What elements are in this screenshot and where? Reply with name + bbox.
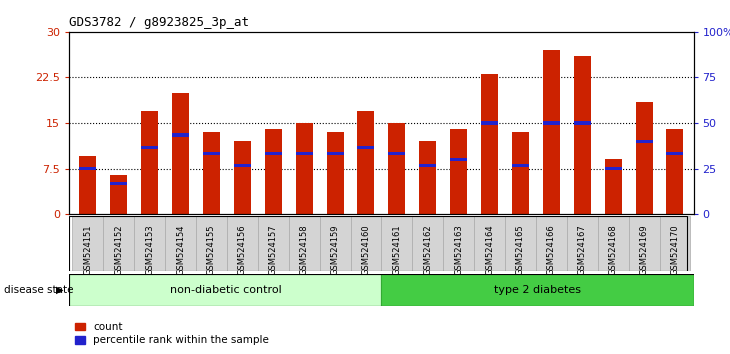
Bar bbox=[505, 216, 536, 271]
Bar bbox=[543, 121, 560, 125]
Bar bbox=[320, 216, 350, 271]
Bar bbox=[326, 132, 344, 214]
Text: GSM524167: GSM524167 bbox=[577, 224, 587, 275]
Bar bbox=[450, 158, 467, 161]
Bar bbox=[80, 167, 96, 170]
Text: GSM524152: GSM524152 bbox=[115, 224, 123, 275]
Bar bbox=[598, 216, 629, 271]
Bar bbox=[141, 111, 158, 214]
Bar bbox=[234, 141, 251, 214]
Bar bbox=[203, 132, 220, 214]
Bar bbox=[512, 132, 529, 214]
Text: GSM524154: GSM524154 bbox=[176, 224, 185, 275]
Text: non-diabetic control: non-diabetic control bbox=[169, 285, 281, 295]
Bar bbox=[419, 164, 437, 167]
Bar bbox=[265, 129, 282, 214]
Bar bbox=[481, 121, 498, 125]
Bar bbox=[165, 216, 196, 271]
Text: GSM524168: GSM524168 bbox=[609, 224, 618, 275]
Legend: count, percentile rank within the sample: count, percentile rank within the sample bbox=[74, 322, 269, 345]
Bar bbox=[666, 129, 683, 214]
Text: GSM524159: GSM524159 bbox=[331, 224, 339, 275]
Bar bbox=[265, 152, 282, 155]
Bar bbox=[296, 123, 312, 214]
Bar bbox=[358, 145, 374, 149]
Bar bbox=[172, 133, 189, 137]
Text: GSM524157: GSM524157 bbox=[269, 224, 278, 275]
Text: GSM524160: GSM524160 bbox=[361, 224, 371, 275]
Bar bbox=[604, 159, 622, 214]
Bar bbox=[296, 152, 312, 155]
Text: disease state: disease state bbox=[4, 285, 73, 295]
Text: GSM524164: GSM524164 bbox=[485, 224, 494, 275]
Text: GSM524158: GSM524158 bbox=[300, 224, 309, 275]
Text: GSM524156: GSM524156 bbox=[238, 224, 247, 275]
Bar bbox=[636, 102, 653, 214]
Bar bbox=[443, 216, 474, 271]
Text: GSM524155: GSM524155 bbox=[207, 224, 216, 275]
Bar bbox=[72, 216, 104, 271]
Bar bbox=[659, 216, 691, 271]
Bar bbox=[203, 152, 220, 155]
Bar bbox=[512, 164, 529, 167]
Bar bbox=[381, 274, 694, 306]
Bar bbox=[629, 216, 659, 271]
Text: GSM524162: GSM524162 bbox=[423, 224, 432, 275]
Bar bbox=[80, 156, 96, 214]
Bar bbox=[636, 139, 653, 143]
Bar bbox=[666, 152, 683, 155]
Bar bbox=[350, 216, 381, 271]
Text: GSM524153: GSM524153 bbox=[145, 224, 154, 275]
Bar bbox=[358, 111, 374, 214]
Text: GSM524161: GSM524161 bbox=[392, 224, 402, 275]
Text: GSM524165: GSM524165 bbox=[516, 224, 525, 275]
Bar bbox=[381, 216, 412, 271]
Text: GSM524151: GSM524151 bbox=[83, 224, 93, 275]
Bar bbox=[412, 216, 443, 271]
Bar bbox=[604, 167, 622, 170]
Bar bbox=[134, 216, 165, 271]
Bar bbox=[110, 175, 127, 214]
Bar bbox=[450, 129, 467, 214]
Text: type 2 diabetes: type 2 diabetes bbox=[494, 285, 581, 295]
Bar bbox=[234, 164, 251, 167]
Bar bbox=[566, 216, 598, 271]
Text: GDS3782 / g8923825_3p_at: GDS3782 / g8923825_3p_at bbox=[69, 16, 250, 29]
Bar bbox=[172, 93, 189, 214]
Bar bbox=[227, 216, 258, 271]
Bar bbox=[141, 145, 158, 149]
Text: GSM524166: GSM524166 bbox=[547, 224, 556, 275]
Bar bbox=[388, 123, 405, 214]
Bar bbox=[104, 216, 134, 271]
Text: ▶: ▶ bbox=[56, 285, 64, 295]
Bar bbox=[481, 74, 498, 214]
Bar bbox=[69, 274, 381, 306]
Text: GSM524169: GSM524169 bbox=[639, 224, 648, 275]
Bar bbox=[419, 141, 437, 214]
Bar bbox=[574, 56, 591, 214]
Bar bbox=[536, 216, 566, 271]
Text: GSM524163: GSM524163 bbox=[454, 224, 463, 275]
Bar bbox=[574, 121, 591, 125]
Bar bbox=[258, 216, 289, 271]
Bar bbox=[196, 216, 227, 271]
Bar bbox=[326, 152, 344, 155]
Text: GSM524170: GSM524170 bbox=[670, 224, 680, 275]
Bar bbox=[543, 50, 560, 214]
Bar bbox=[289, 216, 320, 271]
Bar bbox=[110, 182, 127, 185]
Bar bbox=[388, 152, 405, 155]
Bar bbox=[474, 216, 505, 271]
